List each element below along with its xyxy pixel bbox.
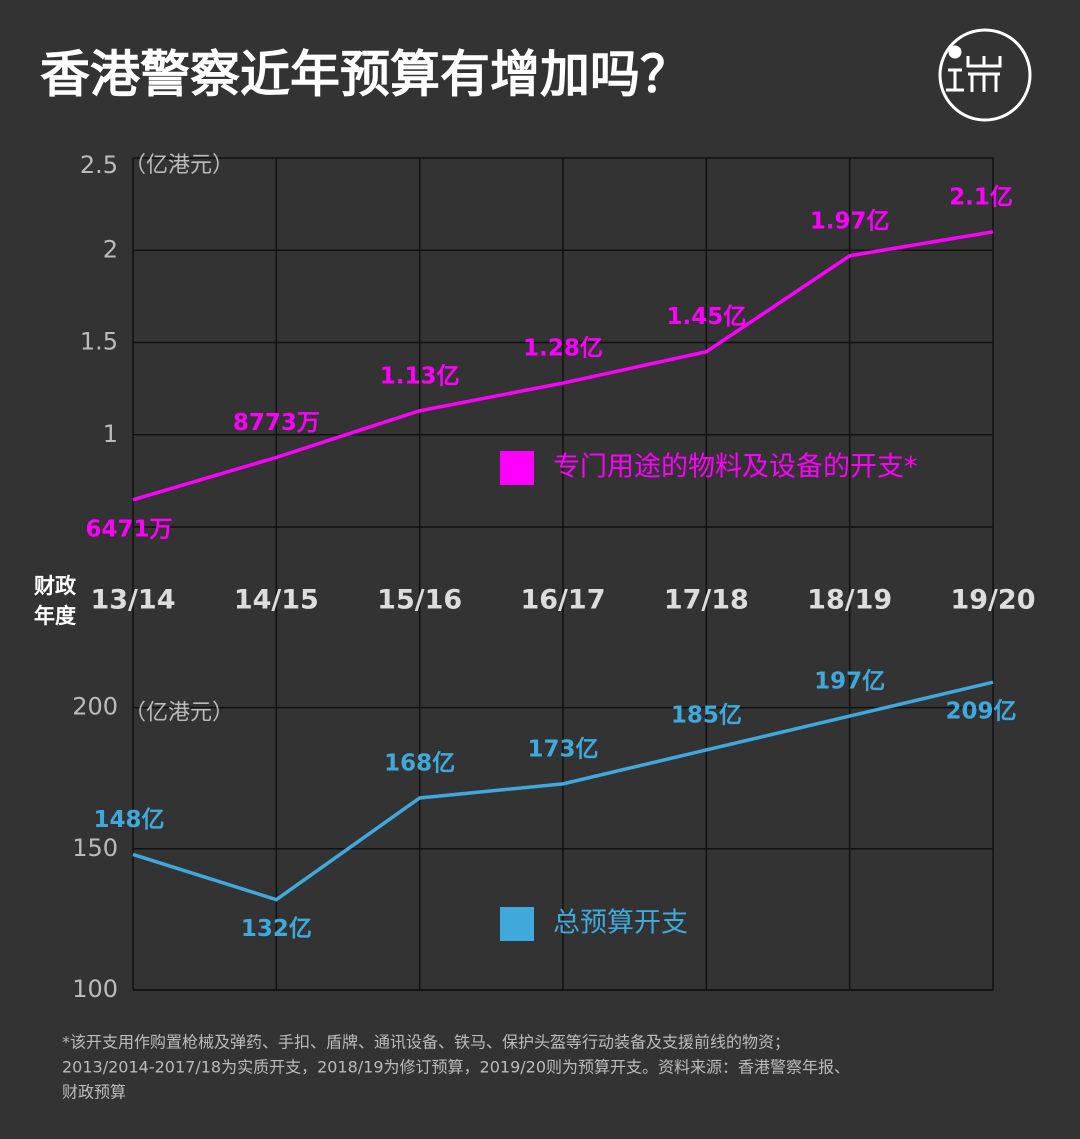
x-tick-label: 16/17	[520, 585, 605, 616]
y-tick-label: 1	[103, 420, 118, 448]
data-label: 2.1亿	[949, 184, 1013, 210]
x-tick-label: 18/19	[807, 585, 892, 616]
data-label: 1.13亿	[380, 363, 460, 389]
y-tick-label: 2	[103, 235, 118, 263]
x-axis-label: 年度	[34, 604, 76, 628]
legend-swatch	[500, 451, 534, 485]
y-tick-label: 150	[72, 834, 118, 862]
data-label: 197亿	[814, 669, 885, 695]
footnote: *该开支用作购置枪械及弹药、手扣、盾牌、通讯设备、铁马、保护头盔等行动装备及支援…	[62, 1033, 790, 1052]
legend-label: 总预算开支	[553, 908, 688, 939]
x-tick-label: 19/20	[950, 585, 1035, 616]
data-label: 1.97亿	[810, 208, 890, 234]
x-tick-label: 13/14	[90, 585, 175, 616]
data-label: 132亿	[241, 916, 312, 942]
x-tick-label: 14/15	[234, 585, 319, 616]
x-tick-label: 15/16	[377, 585, 462, 616]
footnote: 财政预算	[62, 1083, 126, 1102]
data-label: 8773万	[233, 410, 320, 436]
data-label: 209亿	[945, 699, 1016, 725]
data-label: 185亿	[671, 702, 742, 728]
y-unit: （亿港元）	[124, 701, 234, 726]
y-tick-label: 1.5	[80, 328, 118, 356]
data-label: 1.28亿	[523, 336, 603, 362]
line	[132, 230, 994, 502]
y-tick-label: 200	[72, 693, 118, 721]
chart-title: 香港警察近年预算有增加吗？	[40, 46, 690, 104]
legend-label: 专门用途的物料及设备的开支*	[553, 452, 918, 483]
y-unit: （亿港元）	[124, 153, 234, 178]
legend-swatch	[500, 907, 534, 941]
data-label: 148亿	[93, 807, 164, 833]
x-axis-label: 财政	[34, 574, 77, 598]
data-label: 6471万	[85, 516, 172, 542]
y-tick-label: 2.5	[80, 151, 118, 179]
data-label: 1.45亿	[666, 304, 746, 330]
data-label: 168亿	[384, 750, 455, 776]
x-tick-label: 17/18	[664, 585, 749, 616]
footnote: 2013/2014-2017/18为实质开支，2018/19为修订预算，2019…	[62, 1058, 850, 1077]
logo	[938, 28, 1032, 122]
y-tick-label: 100	[72, 975, 118, 1003]
data-label: 173亿	[527, 736, 598, 762]
line	[132, 680, 994, 902]
